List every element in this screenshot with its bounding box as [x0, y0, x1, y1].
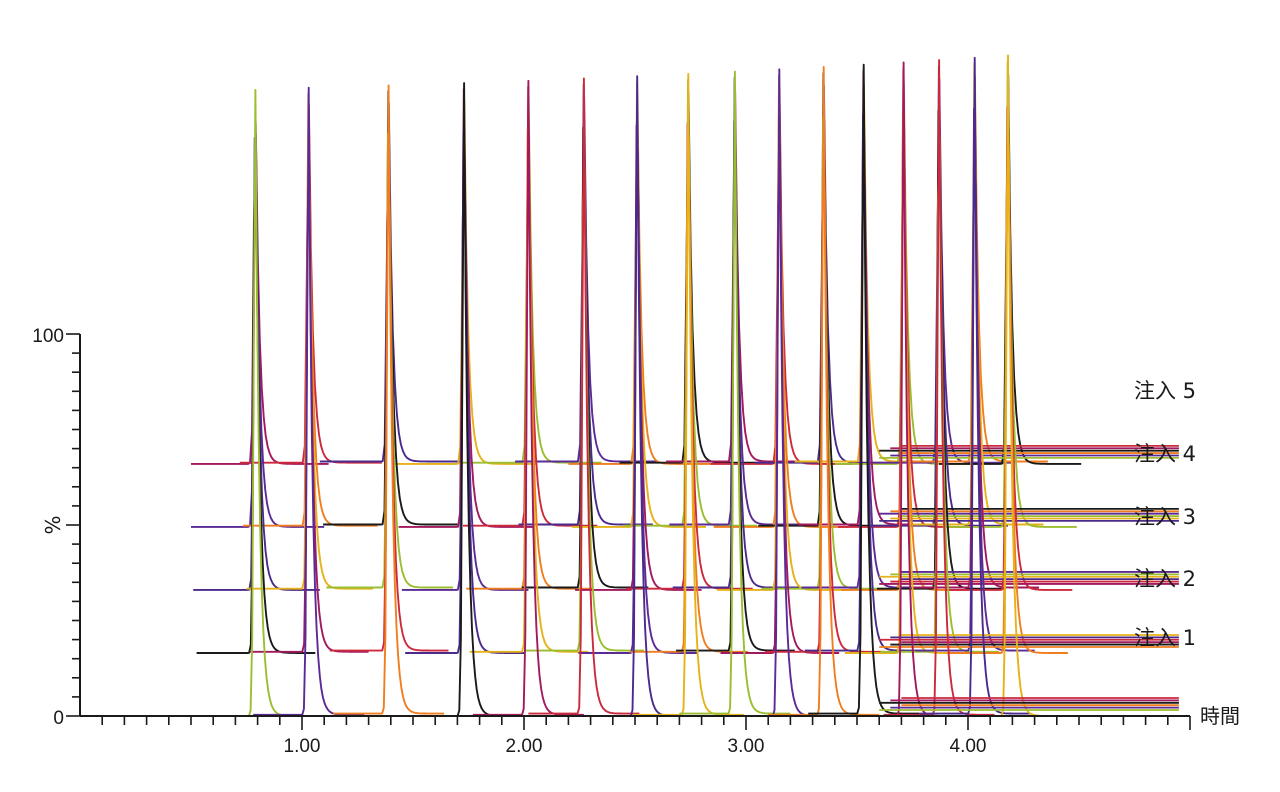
peak-trace — [768, 66, 880, 716]
x-tick-label: 1.00 — [284, 736, 321, 757]
peak-trace — [679, 70, 791, 715]
peak-trace — [632, 72, 744, 716]
injection-label-1: 注入 1 — [1134, 626, 1196, 650]
peak-trace — [808, 63, 920, 715]
injection-label-3: 注入 3 — [1134, 505, 1196, 529]
peak-trace — [581, 75, 693, 717]
peak-trace — [253, 86, 365, 716]
y-tick-label: 100 — [32, 326, 64, 347]
axes: 1.00 2.00 3.00 4.00 0 100 時間 % — [32, 326, 1240, 757]
peak-trace — [472, 79, 584, 716]
injection-labels: 注入 5 注入 4 注入 3 注入 2 注入 1 — [1134, 379, 1196, 650]
x-tick-label: 3.00 — [728, 736, 765, 757]
peak-trace — [919, 56, 1031, 715]
y-tick-label: 0 — [53, 708, 64, 729]
peak-trace — [952, 54, 1064, 717]
injection-label-4: 注入 4 — [1134, 442, 1196, 466]
peak-trace — [333, 84, 445, 715]
x-tick-label: 4.00 — [950, 736, 987, 757]
y-axis-title: % — [41, 515, 65, 534]
peak-trace — [408, 82, 520, 717]
x-ticks — [101, 716, 1191, 730]
peak-trace — [883, 59, 995, 716]
injection-label-5: 注入 5 — [1134, 379, 1196, 403]
x-tick-label: 2.00 — [506, 736, 543, 757]
peak-trace — [528, 77, 640, 715]
injection-label-2: 注入 2 — [1134, 567, 1196, 591]
x-axis-title: 時間 — [1200, 704, 1240, 728]
peak-trace — [199, 89, 311, 717]
chromatogram-traces — [191, 54, 1179, 717]
y-ticks — [66, 333, 80, 717]
